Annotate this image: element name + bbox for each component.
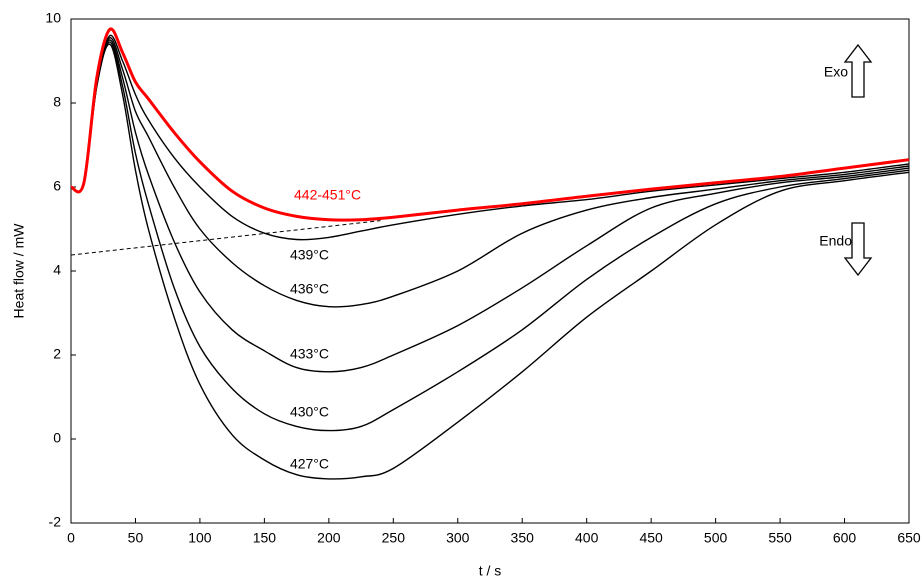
series-label: 430°C [290,404,329,420]
y-tick-label: 4 [53,262,61,278]
series-label: 436°C [290,281,329,297]
y-axis-label: Heat flow / mW [11,223,27,319]
endo-label: Endo [819,233,852,249]
x-tick-label: 650 [897,530,921,546]
x-tick-label: 150 [253,530,277,546]
x-axis-label: t / s [479,563,502,579]
x-tick-label: 100 [188,530,212,546]
x-tick-label: 600 [833,530,857,546]
y-tick-label: 8 [53,94,61,110]
exo-label: Exo [824,64,848,80]
series-label: 427°C [290,456,329,472]
x-tick-label: 550 [768,530,792,546]
x-tick-label: 300 [446,530,470,546]
x-tick-label: 500 [704,530,728,546]
series-line [70,34,910,241]
baseline [70,220,381,256]
exo-arrow [843,43,873,98]
series-line [70,39,910,373]
series-label: 433°C [290,346,329,362]
y-tick-label: 0 [53,430,61,446]
x-tick-label: 200 [317,530,341,546]
y-tick-label: -2 [49,514,62,530]
y-tick-label: 2 [53,346,61,362]
x-tick-label: 0 [67,530,75,546]
endo-arrow [843,222,873,277]
series-label: 442-451°C [294,187,361,203]
y-tick-label: 6 [53,178,61,194]
x-tick-label: 450 [639,530,663,546]
plot-frame [70,18,910,524]
x-tick-label: 400 [575,530,599,546]
series-line [70,37,910,308]
x-tick-label: 250 [382,530,406,546]
x-tick-label: 350 [511,530,535,546]
series-line [69,27,910,222]
y-tick-label: 10 [45,10,61,26]
series-line [70,41,910,432]
x-tick-label: 50 [128,530,144,546]
series-line [70,43,910,480]
series-label: 439°C [290,247,329,263]
